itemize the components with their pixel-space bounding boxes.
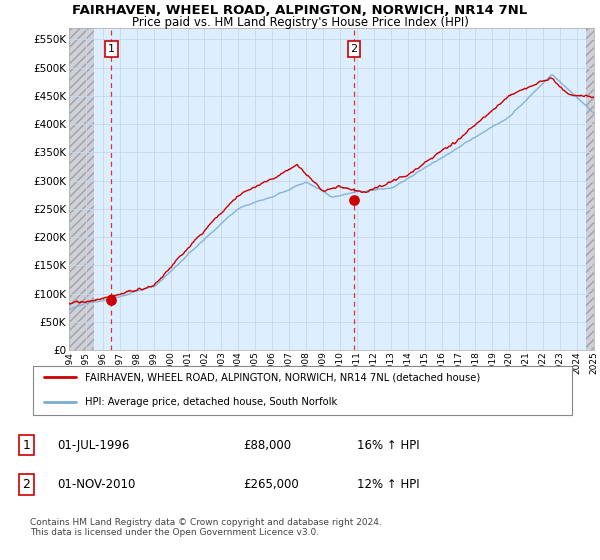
Text: Contains HM Land Registry data © Crown copyright and database right 2024.
This d: Contains HM Land Registry data © Crown c… [30,518,382,538]
Text: Price paid vs. HM Land Registry's House Price Index (HPI): Price paid vs. HM Land Registry's House … [131,16,469,29]
Bar [69,28,94,350]
Text: 2: 2 [350,44,358,54]
FancyBboxPatch shape [33,366,572,415]
Text: FAIRHAVEN, WHEEL ROAD, ALPINGTON, NORWICH, NR14 7NL: FAIRHAVEN, WHEEL ROAD, ALPINGTON, NORWIC… [73,4,527,17]
Text: 01-JUL-1996: 01-JUL-1996 [57,438,130,452]
Text: FAIRHAVEN, WHEEL ROAD, ALPINGTON, NORWICH, NR14 7NL (detached house): FAIRHAVEN, WHEEL ROAD, ALPINGTON, NORWIC… [85,372,480,382]
Text: 01-NOV-2010: 01-NOV-2010 [57,478,136,491]
Point [349,196,359,205]
Point [107,296,116,305]
Text: £265,000: £265,000 [243,478,299,491]
Text: 1: 1 [108,44,115,54]
Text: 12% ↑ HPI: 12% ↑ HPI [357,478,419,491]
Bar [586,28,600,350]
Text: 16% ↑ HPI: 16% ↑ HPI [357,438,419,452]
Text: 2: 2 [22,478,31,491]
Text: 1: 1 [22,438,31,452]
Text: £88,000: £88,000 [243,438,291,452]
Text: HPI: Average price, detached house, South Norfolk: HPI: Average price, detached house, Sout… [85,397,337,407]
